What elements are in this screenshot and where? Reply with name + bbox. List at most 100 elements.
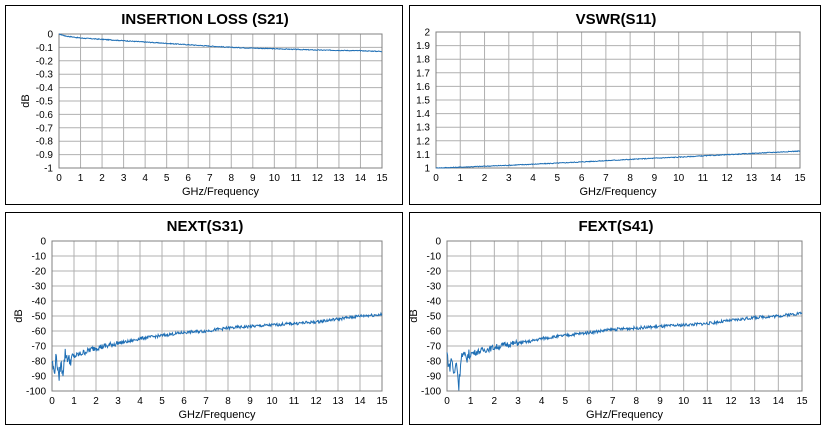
series-line xyxy=(51,311,383,381)
series-line xyxy=(59,33,383,53)
x-tick-label: 8 xyxy=(627,173,633,184)
y-tick-label: -50 xyxy=(32,312,47,323)
chart-panel-vswr: VSWR(S11) 0 1 2 3 4 5 6 7 8 9 10 11 12 13 14 15 2 1.9 1.8 1.… xyxy=(409,5,821,205)
x-tick-label: 13 xyxy=(333,173,345,184)
x-tick-label: 9 xyxy=(652,173,658,184)
y-tick-label: -0.2 xyxy=(36,56,54,67)
x-tick-label: 6 xyxy=(181,396,187,407)
x-tick-label: 10 xyxy=(269,173,281,184)
x-tick-label: 8 xyxy=(225,396,231,407)
x-tick-label: 14 xyxy=(773,396,785,407)
x-tick-label: 7 xyxy=(610,396,616,407)
chart-panel-insertion-loss: INSERTION LOSS (S21) 0 1 2 3 4 5 6 7 8 9 10 11 12 13 14… xyxy=(5,5,403,205)
y-tick-label: -0.4 xyxy=(36,83,54,94)
x-tick-label: 7 xyxy=(203,396,209,407)
chart-title: VSWR(S11) xyxy=(576,11,657,28)
x-tick-label: 4 xyxy=(137,396,143,407)
y-tick-label: -20 xyxy=(32,267,47,278)
x-tick-label: 15 xyxy=(376,173,388,184)
x-tick-label: 0 xyxy=(433,173,439,184)
x-tick-label: 15 xyxy=(376,396,388,407)
y-tick-label: -30 xyxy=(427,282,442,293)
x-tick-label: 9 xyxy=(247,396,253,407)
x-tick-label: 1 xyxy=(78,173,84,184)
chart-title: INSERTION LOSS (S21) xyxy=(121,11,289,28)
x-tick-label: 13 xyxy=(749,396,761,407)
x-tick-label: 4 xyxy=(530,173,536,184)
x-tick-label: 3 xyxy=(115,396,121,407)
x-tick-label: 4 xyxy=(142,173,148,184)
x-tick-label: 9 xyxy=(657,396,663,407)
y-tick-label: 1.5 xyxy=(416,96,430,107)
y-tick-label: -0.9 xyxy=(36,150,54,161)
chart-panel-next: NEXT(S31) 0 1 2 3 4 5 6 7 8 9 10 11 12 13 14 15 0 -10 -20 -3… xyxy=(5,212,403,425)
x-tick-label: 2 xyxy=(93,396,99,407)
x-tick-label: 14 xyxy=(354,396,366,407)
x-tick-label: 15 xyxy=(796,396,808,407)
x-tick-label: 0 xyxy=(56,173,62,184)
x-tick-label: 1 xyxy=(457,173,463,184)
y-tick-label: -0.5 xyxy=(36,97,54,108)
x-tick-label: 13 xyxy=(746,173,758,184)
chart-insertion-loss: INSERTION LOSS (S21)0 1 2 3 4 5 6 7 8 9 10 11 12 13 14… xyxy=(20,11,388,198)
grid xyxy=(51,240,383,392)
x-tick-label: 7 xyxy=(603,173,609,184)
chart-panel-fext: FEXT(S41) 0 1 2 3 4 5 6 7 8 9 10 11 12 13 14 15 0 -10 -20 -3… xyxy=(408,212,821,425)
x-tick-label: 12 xyxy=(722,173,734,184)
x-tick-label: 0 xyxy=(49,396,55,407)
y-tick-label: 1.2 xyxy=(416,136,430,147)
x-axis-label: GHz/Frequency xyxy=(178,409,256,421)
y-tick-label: -100 xyxy=(421,387,441,398)
y-tick-label: 0 xyxy=(47,30,53,41)
y-tick-label: -0.3 xyxy=(36,70,54,81)
y-tick-label: 1.3 xyxy=(416,123,430,134)
x-tick-label: 6 xyxy=(579,173,585,184)
x-axis-label: GHz/Frequency xyxy=(579,186,657,198)
x-tick-label: 11 xyxy=(698,173,709,184)
y-tick-label: -70 xyxy=(32,342,47,353)
y-tick-label: 2 xyxy=(424,28,430,39)
x-tick-label: 5 xyxy=(563,396,569,407)
x-tick-label: 5 xyxy=(164,173,170,184)
x-tick-label: 12 xyxy=(310,396,322,407)
y-tick-label: -60 xyxy=(32,327,47,338)
grid xyxy=(446,240,803,392)
chart-vswr: VSWR(S11)0 1 2 3 4 5 6 7 8 9 10 11 12 13 14 1521.91.81.… xyxy=(416,11,806,198)
grid xyxy=(58,33,383,169)
x-tick-label: 8 xyxy=(228,173,234,184)
x-tick-label: 14 xyxy=(355,173,367,184)
plot-area xyxy=(58,33,383,169)
x-tick-label: 6 xyxy=(185,173,191,184)
y-tick-label: -0.1 xyxy=(36,43,54,54)
x-tick-label: 3 xyxy=(121,173,127,184)
y-tick-label: 1.8 xyxy=(416,55,430,66)
y-tick-label: -90 xyxy=(427,372,442,383)
y-axis-label: dB xyxy=(20,94,32,107)
plot-area xyxy=(51,240,383,392)
x-tick-label: 2 xyxy=(99,173,105,184)
y-tick-label: 1.7 xyxy=(416,68,430,79)
x-tick-label: 1 xyxy=(71,396,77,407)
series-line xyxy=(435,150,801,169)
x-tick-label: 13 xyxy=(332,396,344,407)
chart-title: FEXT(S41) xyxy=(578,218,653,235)
x-tick-label: 3 xyxy=(506,173,512,184)
y-tick-label: -1 xyxy=(44,164,53,175)
x-tick-label: 12 xyxy=(725,396,737,407)
grid xyxy=(435,31,801,169)
y-tick-label: -70 xyxy=(427,342,442,353)
x-tick-label: 10 xyxy=(266,396,278,407)
y-tick-label: -0.8 xyxy=(36,137,54,148)
x-tick-label: 5 xyxy=(555,173,561,184)
x-tick-label: 11 xyxy=(289,396,300,407)
plot-area xyxy=(446,240,803,392)
y-tick-label: 0 xyxy=(40,237,46,248)
x-tick-label: 3 xyxy=(515,396,521,407)
x-tick-label: 2 xyxy=(482,173,488,184)
y-axis-label: dB xyxy=(13,309,25,322)
chart-fext: FEXT(S41)0 1 2 3 4 5 6 7 8 9 10 11 12 13 14 150-10-20-3… xyxy=(408,218,808,421)
y-tick-label: -20 xyxy=(427,267,442,278)
x-tick-label: 9 xyxy=(250,173,256,184)
x-tick-label: 2 xyxy=(492,396,498,407)
x-tick-label: 12 xyxy=(312,173,324,184)
